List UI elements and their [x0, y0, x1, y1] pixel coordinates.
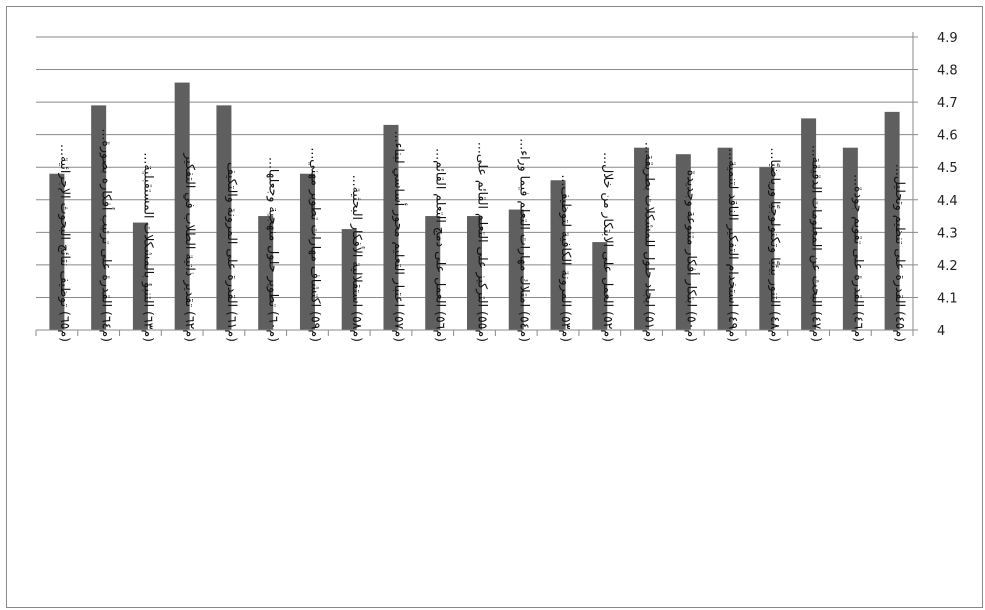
x-tick-label: (م٦٢) تقدير ذاتية الطلاب في التفكير [182, 152, 198, 342]
x-tick-label: (م٦٠) تطوير حلول منهجية وجعلها... [266, 157, 282, 342]
bar [174, 82, 190, 330]
bar [884, 111, 900, 330]
bar [467, 216, 482, 330]
bar [508, 209, 524, 330]
x-tick-label: (م٥٨) استقلالية الأفكار البحثية... [349, 175, 365, 342]
bar [842, 147, 858, 330]
x-tick-label: (م٥١) ايجاد حلول للمشكلات بطريقة... [642, 142, 658, 342]
y-tick-label: 4.1 [937, 291, 958, 306]
bar [550, 180, 566, 330]
x-tick-label: (م٦٥) توظيف نتائج البحوث الإجرائية... [57, 144, 73, 342]
y-tick-label: 4.3 [937, 226, 958, 241]
bar [634, 147, 650, 330]
y-tick-label: 4.5 [937, 161, 958, 176]
bar [49, 173, 65, 330]
y-tick-label: 4.4 [937, 194, 958, 209]
x-tick-label: (م٤٧) البحث عن المعلومات الدقيقة... [809, 145, 825, 342]
bar [91, 105, 107, 330]
x-tick-label: (م٥٢) العمل على الابتكار من خلال... [600, 152, 616, 342]
bar [258, 216, 274, 330]
x-tick-label: (م٥٥) التركيز على التعلم القائم على... [475, 142, 491, 342]
bar [425, 216, 441, 330]
bar [675, 154, 691, 330]
bar [801, 118, 817, 330]
x-tick-label: (م٥٣) المرونة الكافية لتوظيف... [558, 174, 574, 342]
x-tick-label: (م٥٧) اعتبار التعليم محور أساسي لبناء... [391, 131, 408, 342]
bar [717, 147, 733, 330]
bar [216, 105, 232, 330]
x-tick-label: (م٦١) القدرة على المرونة والتكيف [224, 162, 240, 342]
bar [299, 173, 315, 330]
x-tick-label: (م٥٤) امتلاك مهارات التعلم فيما وراء... [516, 138, 532, 342]
x-tick-label: (م٦٤) القدرة على ترتيب أفكاره بصورة... [99, 128, 116, 342]
bar [341, 229, 357, 330]
y-tick-label: 4.2 [937, 259, 958, 274]
x-tick-label: (م٤٦) القدرة على تقويم جودة... [850, 174, 866, 342]
chart-frame [6, 6, 983, 608]
y-tick-label: 4.7 [937, 96, 958, 111]
x-tick-label: (م٥٩) اكتشاف مهارات تطوير مهني... [307, 147, 323, 342]
x-tick-label: (م٦٣) التنبؤ بالمشكلات المستقبلية... [140, 152, 156, 342]
x-tick-label: (م٥٠) ابتكار أفكار متنوعة وجديدة [683, 170, 700, 342]
x-tick-label: (م٥٦) العمل على دمج التعلم القائم... [433, 148, 449, 342]
x-tick-label: (م٤٥) القدرة على تنظيم وتحليل... [892, 164, 908, 342]
y-tick-label: 4.6 [937, 129, 958, 144]
bar [592, 242, 608, 330]
x-tick-label: (م٤٨) التنور بيئيًا وتكنولوجيًا ورياضيًا… [767, 148, 783, 342]
y-tick-label: 4 [937, 324, 945, 339]
bar [383, 124, 399, 331]
bar [132, 222, 148, 330]
bar [759, 167, 775, 330]
y-tick-label: 4.9 [937, 31, 958, 46]
x-tick-label: (م٤٩) استخدام التفكير الناقد لتنمية... [725, 148, 741, 342]
y-tick-label: 4.8 [937, 64, 958, 79]
